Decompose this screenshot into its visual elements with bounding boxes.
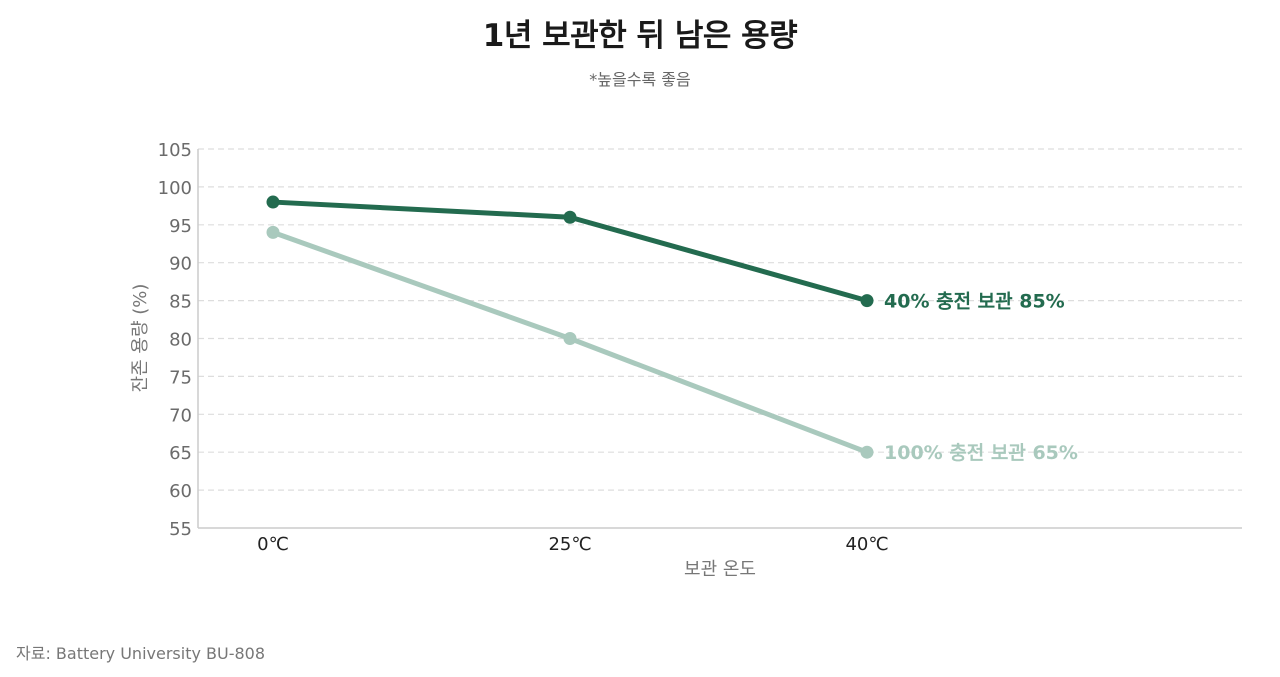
data-point [266, 225, 280, 239]
x-axis-label: 보관 온도 [684, 559, 756, 580]
data-point [563, 210, 577, 224]
chart-title: 1년 보관한 뒤 남은 용량 [482, 18, 798, 54]
y-tick-label: 65 [169, 443, 192, 464]
y-tick-label: 60 [169, 481, 192, 502]
y-tick-label: 85 [169, 292, 192, 313]
data-point [266, 195, 280, 209]
axes: 55 60 65 70 75 80 85 90 95 100 105 0℃ 25℃ 40℃ [158, 140, 1242, 555]
x-tick-label: 40℃ [845, 534, 888, 555]
series-end-label: 100% 충전 보관 65% [884, 442, 1078, 464]
series-end-label: 40% 충전 보관 85% [884, 291, 1065, 313]
y-tick-label: 55 [169, 519, 192, 540]
data-point [860, 294, 874, 308]
series-group: 100% 충전 보관 65% 40% 충전 보관 85% [266, 195, 1078, 464]
data-point [860, 445, 874, 459]
data-point [563, 332, 577, 345]
x-tick-label: 0℃ [257, 534, 289, 555]
source-note: 자료: Battery University BU-808 [16, 644, 266, 663]
y-tick-label: 100 [158, 178, 192, 199]
gridlines [198, 148, 1242, 491]
y-tick-label: 105 [158, 140, 192, 161]
y-tick-label: 95 [169, 216, 192, 237]
y-tick-label: 75 [169, 367, 192, 388]
chart-subtitle: *높을수록 좋음 [589, 70, 691, 89]
y-tick-label: 70 [169, 405, 192, 426]
y-axis-label: 잔존 용량 (%) [130, 284, 151, 393]
y-tick-label: 80 [169, 330, 192, 351]
y-tick-label: 90 [169, 254, 192, 275]
x-tick-label: 25℃ [548, 534, 591, 555]
